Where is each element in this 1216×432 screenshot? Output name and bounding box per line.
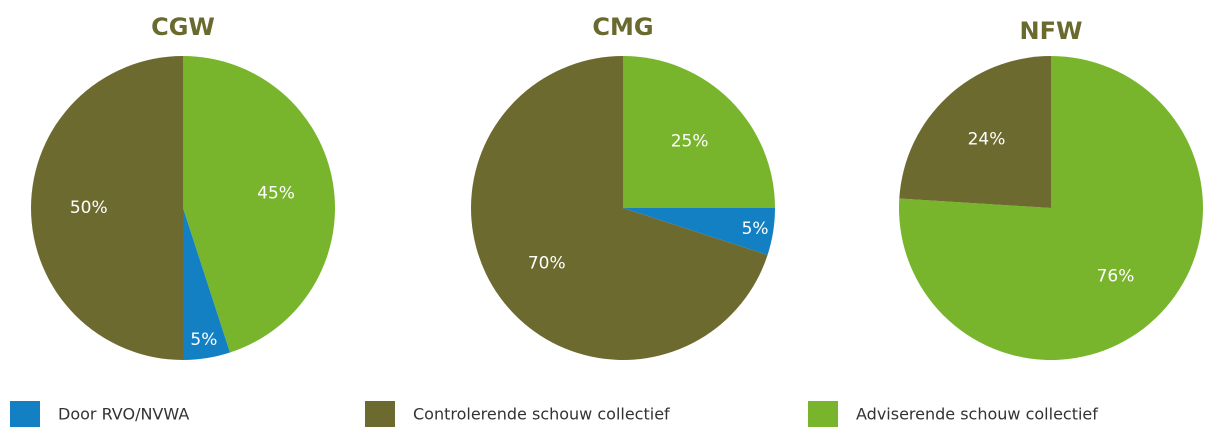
chart-title: NFW <box>1020 17 1083 45</box>
value-label: 45% <box>257 183 295 203</box>
legend-label: Adviserende schouw collectief <box>856 405 1098 424</box>
pie-slice <box>623 56 775 208</box>
value-label: 5% <box>190 330 217 350</box>
pie-slice <box>183 56 335 353</box>
pie-slice <box>183 208 230 360</box>
chart-title: CMG <box>592 13 653 41</box>
legend-swatch <box>10 401 40 427</box>
value-label: 76% <box>1097 267 1135 287</box>
value-label: 70% <box>528 253 566 273</box>
value-label: 50% <box>70 198 108 218</box>
legend-swatch <box>808 401 838 427</box>
pie-slice <box>623 208 775 255</box>
pie-slice <box>471 56 768 360</box>
legend-swatch <box>365 401 395 427</box>
value-label: 24% <box>968 129 1006 149</box>
value-label: 25% <box>671 131 709 151</box>
chart-title: CGW <box>151 13 215 41</box>
pie-slice <box>31 56 183 360</box>
legend-label: Door RVO/NVWA <box>58 405 189 424</box>
value-label: 5% <box>742 219 769 239</box>
legend-label: Controlerende schouw collectief <box>413 405 670 424</box>
pie-slice <box>899 56 1051 208</box>
